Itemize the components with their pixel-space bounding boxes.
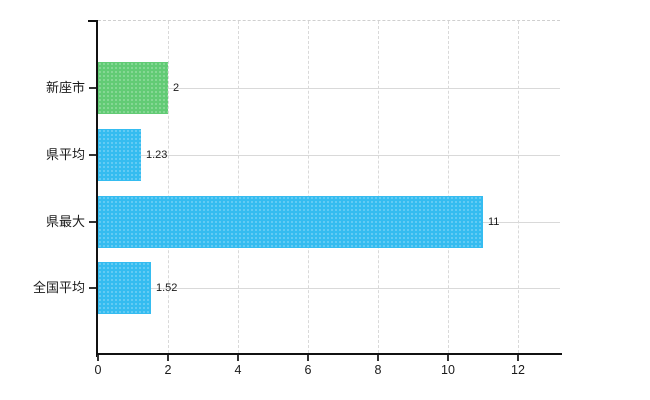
x-axis-tick-label: 2 bbox=[164, 363, 172, 377]
vertical-gridline bbox=[518, 21, 519, 353]
value-label: 2 bbox=[173, 82, 180, 94]
bar bbox=[98, 262, 151, 314]
x-axis-tick-label: 4 bbox=[234, 363, 242, 377]
x-axis-tick-label: 8 bbox=[374, 363, 382, 377]
plot-top-border bbox=[98, 20, 560, 21]
vertical-gridline bbox=[448, 21, 449, 353]
y-axis-line bbox=[96, 20, 98, 357]
y-axis-top-tick bbox=[88, 20, 98, 22]
category-tick bbox=[89, 287, 98, 289]
category-label: 全国平均 bbox=[32, 280, 85, 295]
vertical-gridline bbox=[238, 21, 239, 353]
x-axis-tick bbox=[307, 355, 309, 361]
x-axis-tick-label: 12 bbox=[511, 363, 525, 377]
x-axis-tick-label: 10 bbox=[441, 363, 455, 377]
horizontal-gridline bbox=[98, 155, 560, 156]
horizontal-gridline bbox=[98, 88, 560, 89]
vertical-gridline bbox=[308, 21, 309, 353]
x-axis-tick bbox=[167, 355, 169, 361]
bar bbox=[98, 129, 141, 181]
x-axis-tick bbox=[237, 355, 239, 361]
value-label: 1.52 bbox=[156, 282, 178, 294]
vertical-gridline bbox=[168, 21, 169, 353]
x-axis-tick bbox=[377, 355, 379, 361]
category-label: 県最大 bbox=[45, 214, 85, 229]
x-axis-tick-label: 6 bbox=[304, 363, 312, 377]
x-axis-tick bbox=[97, 355, 99, 361]
horizontal-gridline bbox=[98, 288, 560, 289]
category-tick bbox=[89, 154, 98, 156]
category-label: 新座市 bbox=[45, 80, 85, 95]
category-tick bbox=[89, 221, 98, 223]
bar bbox=[98, 196, 483, 248]
value-label: 1.23 bbox=[146, 149, 168, 161]
category-label: 県平均 bbox=[45, 147, 85, 162]
vertical-gridline bbox=[378, 21, 379, 353]
x-axis-tick bbox=[517, 355, 519, 361]
x-axis-tick-label: 0 bbox=[94, 363, 102, 377]
x-axis-tick bbox=[447, 355, 449, 361]
x-axis-line bbox=[96, 353, 562, 355]
category-tick bbox=[89, 87, 98, 89]
bar bbox=[98, 62, 168, 114]
value-label: 11 bbox=[488, 216, 500, 228]
